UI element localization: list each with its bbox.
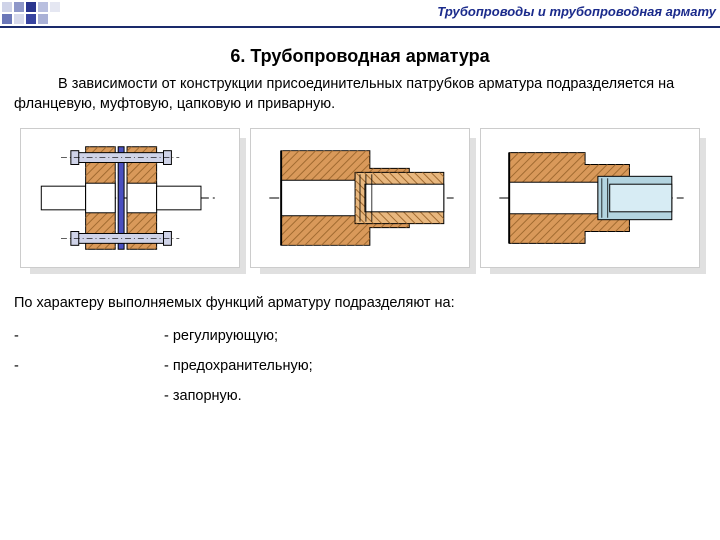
decor-square <box>26 2 36 12</box>
list-text: - регулирующую; <box>164 328 278 344</box>
list-item: - запорную. <box>14 388 706 404</box>
decor-square <box>38 2 48 12</box>
list-item: -- предохранительную; <box>14 358 706 374</box>
figure-coupling <box>250 128 470 268</box>
decor-square <box>50 2 60 12</box>
list-text: - предохранительную; <box>164 358 313 374</box>
header-title: Трубопроводы и трубопроводная армату <box>437 4 716 19</box>
figures-row <box>20 128 700 268</box>
functions-intro: По характеру выполняемых функций арматур… <box>14 294 706 314</box>
decor-square <box>38 14 48 24</box>
decor-square <box>14 14 24 24</box>
decor-square <box>2 14 12 24</box>
slide-header: Трубопроводы и трубопроводная армату <box>0 0 720 28</box>
decor-square <box>26 14 36 24</box>
list-dash: - <box>14 328 164 344</box>
list-item: -- регулирующую; <box>14 328 706 344</box>
figure-socket <box>480 128 700 268</box>
decor-square <box>14 2 24 12</box>
flange-icon <box>21 129 239 267</box>
socket-icon <box>481 129 699 267</box>
section-title: 6. Трубопроводная арматура <box>14 46 706 67</box>
intro-paragraph: В зависимости от конструкции присоединит… <box>14 75 706 114</box>
coupling-icon <box>251 129 469 267</box>
figure-flange <box>20 128 240 268</box>
list-text: - запорную. <box>164 388 242 404</box>
decor-square <box>2 2 12 12</box>
header-decor-squares <box>0 0 70 26</box>
list-dash: - <box>14 358 164 374</box>
slide-content: 6. Трубопроводная арматура В зависимости… <box>0 28 720 428</box>
